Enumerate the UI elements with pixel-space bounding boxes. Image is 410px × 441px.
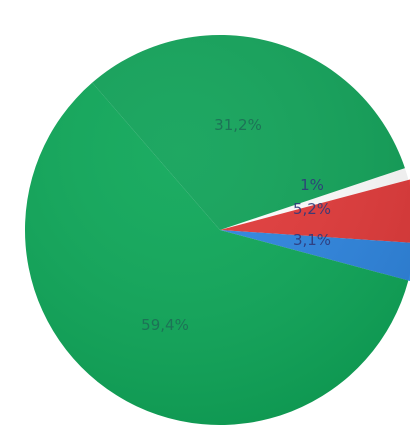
pie-labels: 1% 5,2% 3,1% 59,4% 31,2%	[141, 116, 331, 334]
slice-label: 1%	[300, 176, 324, 194]
pie-slices	[24, 35, 410, 426]
slice-label: 59,4%	[141, 316, 189, 334]
slice-label: 3,1%	[293, 231, 331, 249]
slice-label: 5,2%	[293, 200, 331, 218]
slice-label: 31,2%	[214, 116, 262, 134]
